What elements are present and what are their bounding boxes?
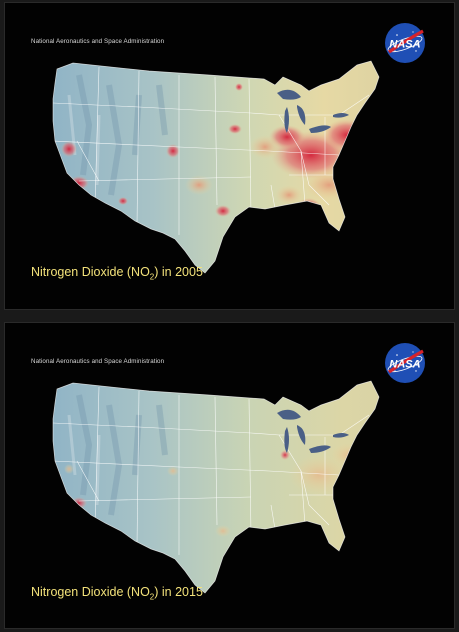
map-caption-2015: Nitrogen Dioxide (NO2) in 2015 [31, 585, 203, 602]
no2-map-2005 [39, 55, 419, 285]
map-panel-2005: National Aeronautics and Space Administr… [4, 2, 455, 310]
map-caption-2005: Nitrogen Dioxide (NO2) in 2005 [31, 265, 203, 282]
nasa-logo: NASA [383, 21, 427, 65]
svg-text:NASA: NASA [389, 39, 420, 51]
agency-name: National Aeronautics and Space Administr… [31, 358, 165, 365]
map-panel-2015: National Aeronautics and Space Administr… [4, 322, 455, 629]
agency-name: National Aeronautics and Space Administr… [31, 38, 165, 45]
no2-map-2015 [39, 375, 419, 605]
svg-text:NASA: NASA [389, 359, 420, 371]
nasa-logo: NASA [383, 341, 427, 385]
